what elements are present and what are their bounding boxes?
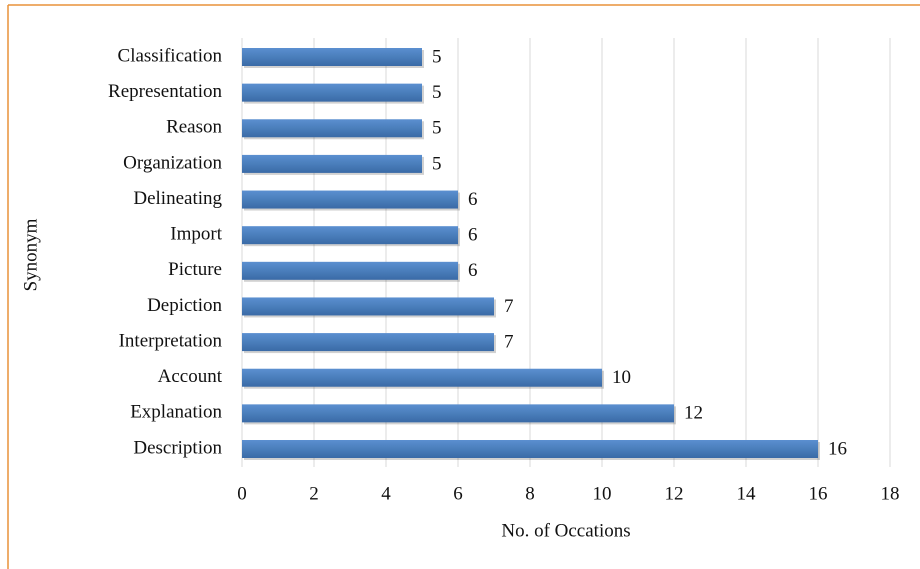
data-label: 5 — [432, 82, 442, 103]
bar — [242, 368, 602, 387]
y-tick-label: Interpretation — [119, 330, 223, 351]
y-tick-label: Delineating — [133, 188, 222, 209]
bar — [242, 83, 422, 102]
data-label: 5 — [432, 153, 442, 174]
y-tick-label: Reason — [166, 117, 222, 138]
y-tick-label: Explanation — [130, 402, 222, 423]
bar — [242, 440, 818, 458]
data-label: 16 — [828, 438, 847, 459]
data-label: 5 — [432, 46, 442, 67]
x-tick-label: 2 — [309, 483, 319, 504]
x-tick-label: 10 — [593, 483, 612, 504]
y-tick-label: Classification — [118, 45, 223, 66]
bar — [242, 261, 458, 280]
y-tick-label: Account — [158, 366, 223, 387]
data-label: 6 — [468, 189, 478, 210]
x-tick-label: 18 — [881, 483, 900, 504]
y-tick-label: Description — [133, 437, 222, 458]
bar — [242, 333, 494, 352]
bar — [242, 154, 422, 173]
y-axis-label: Synonym — [20, 218, 41, 291]
data-label: 12 — [684, 403, 703, 424]
x-tick-label: 14 — [737, 483, 757, 504]
bar — [242, 297, 494, 316]
bar — [242, 404, 674, 423]
bar — [242, 48, 422, 66]
x-tick-label: 4 — [381, 483, 391, 504]
x-tick-label: 16 — [809, 483, 828, 504]
y-tick-label: Organization — [123, 152, 222, 173]
data-label: 10 — [612, 367, 631, 388]
data-label: 7 — [504, 296, 514, 317]
bar — [242, 226, 458, 245]
x-tick-label: 6 — [453, 483, 463, 504]
bar — [242, 190, 458, 209]
data-label: 5 — [432, 118, 442, 139]
y-tick-label: Depiction — [147, 295, 222, 316]
x-tick-label: 8 — [525, 483, 535, 504]
data-label: 7 — [504, 331, 514, 352]
y-tick-label: Picture — [168, 259, 222, 280]
y-tick-label: Representation — [108, 81, 222, 102]
y-tick-label: Import — [170, 224, 222, 245]
bar — [242, 119, 422, 138]
x-tick-label: 0 — [237, 483, 247, 504]
x-axis-label: No. of Occations — [501, 520, 630, 541]
data-label: 6 — [468, 225, 478, 246]
data-label: 6 — [468, 260, 478, 281]
x-tick-label: 12 — [665, 483, 684, 504]
